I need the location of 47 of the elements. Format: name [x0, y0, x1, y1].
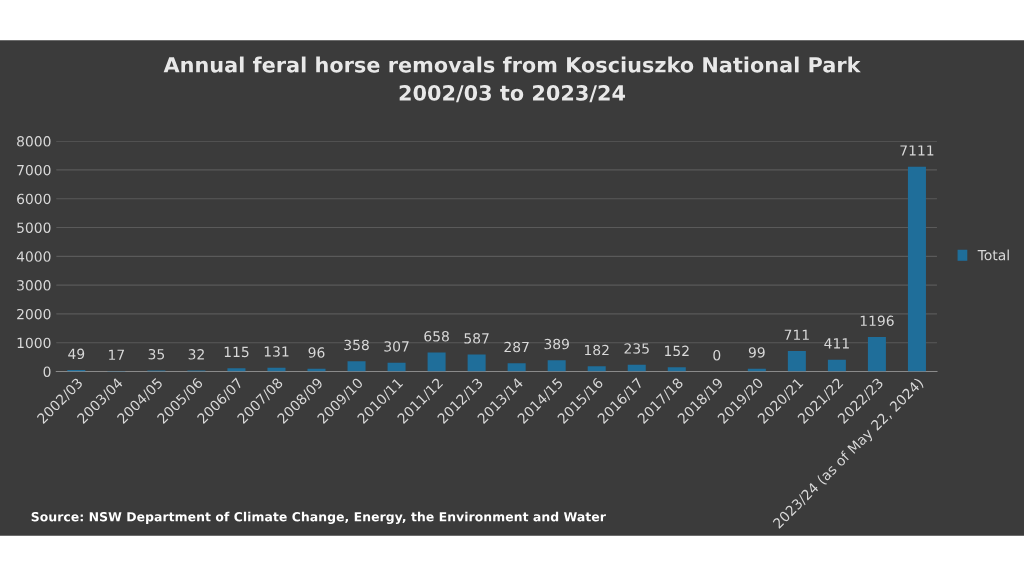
bar: [427, 352, 446, 372]
y-tick-label: 1000: [17, 337, 51, 349]
y-tick-label: 7000: [17, 164, 51, 176]
data-label: 17: [109, 349, 125, 360]
chart-title: Annual feral horse removals from Kosciuszko National Park 2002/03 to 2023/24: [163, 56, 861, 103]
data-label: 7111: [900, 145, 934, 156]
bar: [547, 360, 566, 372]
bar: [867, 337, 886, 372]
bar: [227, 368, 246, 372]
data-label: 658: [424, 331, 449, 342]
bar: [787, 351, 806, 372]
legend-label: Total: [977, 249, 1009, 261]
bar: [907, 166, 926, 372]
data-label: 99: [748, 347, 765, 358]
y-tick-label: 3000: [17, 280, 51, 291]
bar: [467, 354, 486, 372]
y-tick-label: 6000: [17, 193, 51, 205]
y-tick-label: 8000: [17, 136, 51, 147]
data-label: 711: [784, 329, 809, 340]
y-tick-label: 4000: [16, 251, 51, 262]
data-label: 411: [824, 338, 849, 349]
data-label: 287: [504, 341, 529, 353]
data-label: 49: [68, 348, 85, 360]
data-label: 115: [224, 346, 249, 358]
y-tick-label: 5000: [17, 222, 51, 233]
bar: [827, 359, 846, 372]
data-label: 182: [584, 344, 609, 356]
data-label: 389: [544, 338, 569, 350]
bar: [347, 361, 366, 372]
data-label: 358: [344, 339, 369, 351]
data-label: 32: [188, 349, 204, 360]
y-tick-label: 0: [43, 366, 51, 377]
bar: [587, 366, 606, 372]
data-label: 131: [264, 346, 289, 357]
bar: [507, 363, 526, 372]
bar: [387, 362, 406, 372]
y-tick-label: 2000: [17, 308, 51, 320]
data-label: 152: [665, 345, 689, 357]
data-label: 35: [148, 348, 165, 360]
bar: [667, 367, 686, 372]
data-label: 587: [464, 333, 489, 344]
source-note: Source: NSW Department of Climate Change, Energy, the Environment and Water: [31, 511, 606, 524]
data-label: 1196: [860, 315, 894, 327]
data-label: 235: [624, 343, 649, 354]
data-label: 0: [713, 349, 721, 361]
data-label: 307: [384, 341, 409, 352]
data-label: 96: [308, 347, 325, 358]
